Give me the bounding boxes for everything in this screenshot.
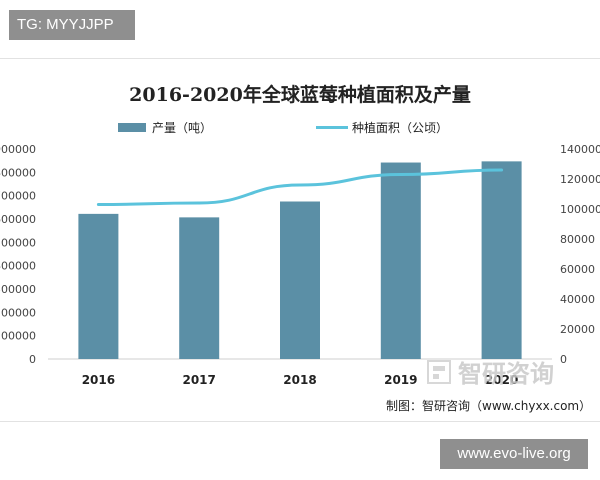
source-caption: 制图：智研咨询（www.chyxx.com） xyxy=(386,398,591,413)
left-axis-tick-label: 600000 xyxy=(0,213,36,226)
left-axis-tick-label: 500000 xyxy=(0,236,36,249)
watermark-text: 智研咨询 xyxy=(458,360,554,388)
left-axis-tick-label: 700000 xyxy=(0,190,36,203)
x-axis-label-2018: 2018 xyxy=(283,373,316,387)
bar-2016 xyxy=(78,213,119,359)
right-axis-tick-label: 20000 xyxy=(560,323,595,336)
right-axis-tick-label: 120000 xyxy=(560,173,600,186)
website-badge-text: www.evo-live.org xyxy=(457,445,571,462)
right-axis-ticks: 140000 120000 100000 80000 60000 40000 20000 0 xyxy=(560,143,600,366)
right-axis-tick-label: 140000 xyxy=(560,143,600,156)
right-axis-tick-label: 100000 xyxy=(560,203,600,216)
x-axis-label-2016: 2016 xyxy=(82,373,115,387)
left-axis-ticks: 900000 800000 700000 600000 500000 400000 3000… xyxy=(0,143,36,366)
line-series xyxy=(96,168,504,206)
right-axis-tick-label: 40000 xyxy=(560,293,595,306)
left-axis-tick-label: 300000 xyxy=(0,283,36,296)
left-axis-tick-label: 0 xyxy=(29,353,36,366)
bar-line-chart: 2016-2020年全球蓝莓种植面积及产量 产量（吨） 种植面积（公顷） 900… xyxy=(0,83,600,413)
x-axis-label-2019: 2019 xyxy=(384,373,417,387)
website-badge: www.evo-live.org xyxy=(440,439,588,469)
right-axis-tick-label: 80000 xyxy=(560,233,595,246)
telegram-badge-text: TG: MYYJJPP xyxy=(17,16,114,33)
right-axis-tick-label: 0 xyxy=(560,353,567,366)
x-axis-label-2017: 2017 xyxy=(182,373,215,387)
left-axis-tick-label: 800000 xyxy=(0,166,36,179)
right-axis-tick-label: 60000 xyxy=(560,263,595,276)
left-axis-tick-label: 900000 xyxy=(0,143,36,156)
legend-label-production: 产量（吨） xyxy=(152,121,212,135)
x-axis-label-2020: 2020 xyxy=(485,373,518,387)
x-axis-labels: 2016 2017 2018 2019 2020 xyxy=(82,373,519,387)
chart-title: 2016-2020年全球蓝莓种植面积及产量 xyxy=(129,83,471,106)
zhiyan-logo-icon xyxy=(427,360,451,384)
legend-bar-swatch xyxy=(118,123,146,132)
legend-label-area: 种植面积（公顷） xyxy=(352,120,448,135)
chart-legend: 产量（吨） 种植面积（公顷） xyxy=(118,120,448,135)
bar-series xyxy=(78,161,522,359)
left-axis-tick-label: 400000 xyxy=(0,260,36,273)
bar-2018 xyxy=(280,201,320,359)
telegram-badge: TG: MYYJJPP xyxy=(9,10,135,40)
area-line-path xyxy=(96,168,504,206)
bar-2020 xyxy=(481,161,522,359)
chart-panel: 2016-2020年全球蓝莓种植面积及产量 产量（吨） 种植面积（公顷） 900… xyxy=(0,58,600,422)
bar-2017 xyxy=(179,217,220,359)
left-axis-tick-label: 100000 xyxy=(0,330,36,343)
bar-2019 xyxy=(380,162,421,359)
